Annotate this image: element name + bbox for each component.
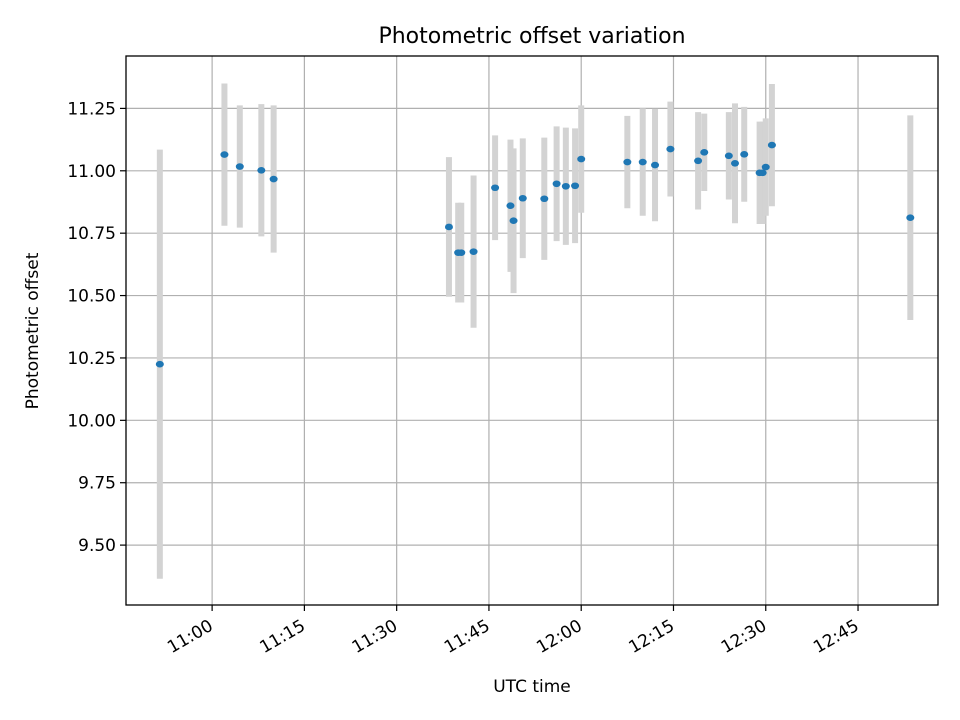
y-tick-label: 9.75 [78,474,116,494]
data-point-3 [257,166,266,174]
y-tick-label: 10.75 [67,224,116,244]
y-tick-label: 9.50 [78,536,116,556]
data-point-29 [761,163,770,171]
data-point-12 [518,194,527,202]
data-point-5 [444,223,453,231]
data-points [155,141,915,368]
data-point-31 [906,214,915,222]
data-point-24 [724,152,733,160]
data-point-4 [269,175,278,183]
y-tick-label: 10.00 [67,411,116,431]
data-point-8 [469,248,478,255]
data-point-14 [552,180,561,188]
data-point-10 [506,202,515,210]
data-point-11 [509,217,518,224]
data-point-7 [457,249,466,256]
y-tick-label: 10.50 [67,287,116,307]
data-point-2 [235,163,244,170]
data-point-18 [623,158,632,166]
data-point-16 [571,182,580,190]
data-point-1 [220,151,229,158]
data-point-26 [740,151,749,158]
data-point-23 [700,149,709,156]
data-point-9 [491,184,500,192]
chart-title: Photometric offset variation [378,24,685,49]
data-point-13 [540,195,549,203]
data-point-21 [666,145,675,153]
x-axis-label: UTC time [493,677,571,697]
y-tick-label: 11.00 [67,162,116,182]
data-point-28 [758,169,767,177]
data-point-22 [694,157,703,165]
grid [126,56,938,605]
data-point-17 [577,155,586,163]
data-point-0 [155,360,164,368]
data-point-25 [731,160,739,167]
y-tick-label: 11.25 [67,99,116,119]
y-axis-label: Photometric offset [23,252,43,409]
data-point-20 [651,161,660,169]
y-tick-label: 10.25 [67,349,116,369]
data-point-19 [638,158,647,166]
data-point-30 [767,141,776,149]
plot-frame [125,55,939,606]
data-point-15 [561,182,570,190]
